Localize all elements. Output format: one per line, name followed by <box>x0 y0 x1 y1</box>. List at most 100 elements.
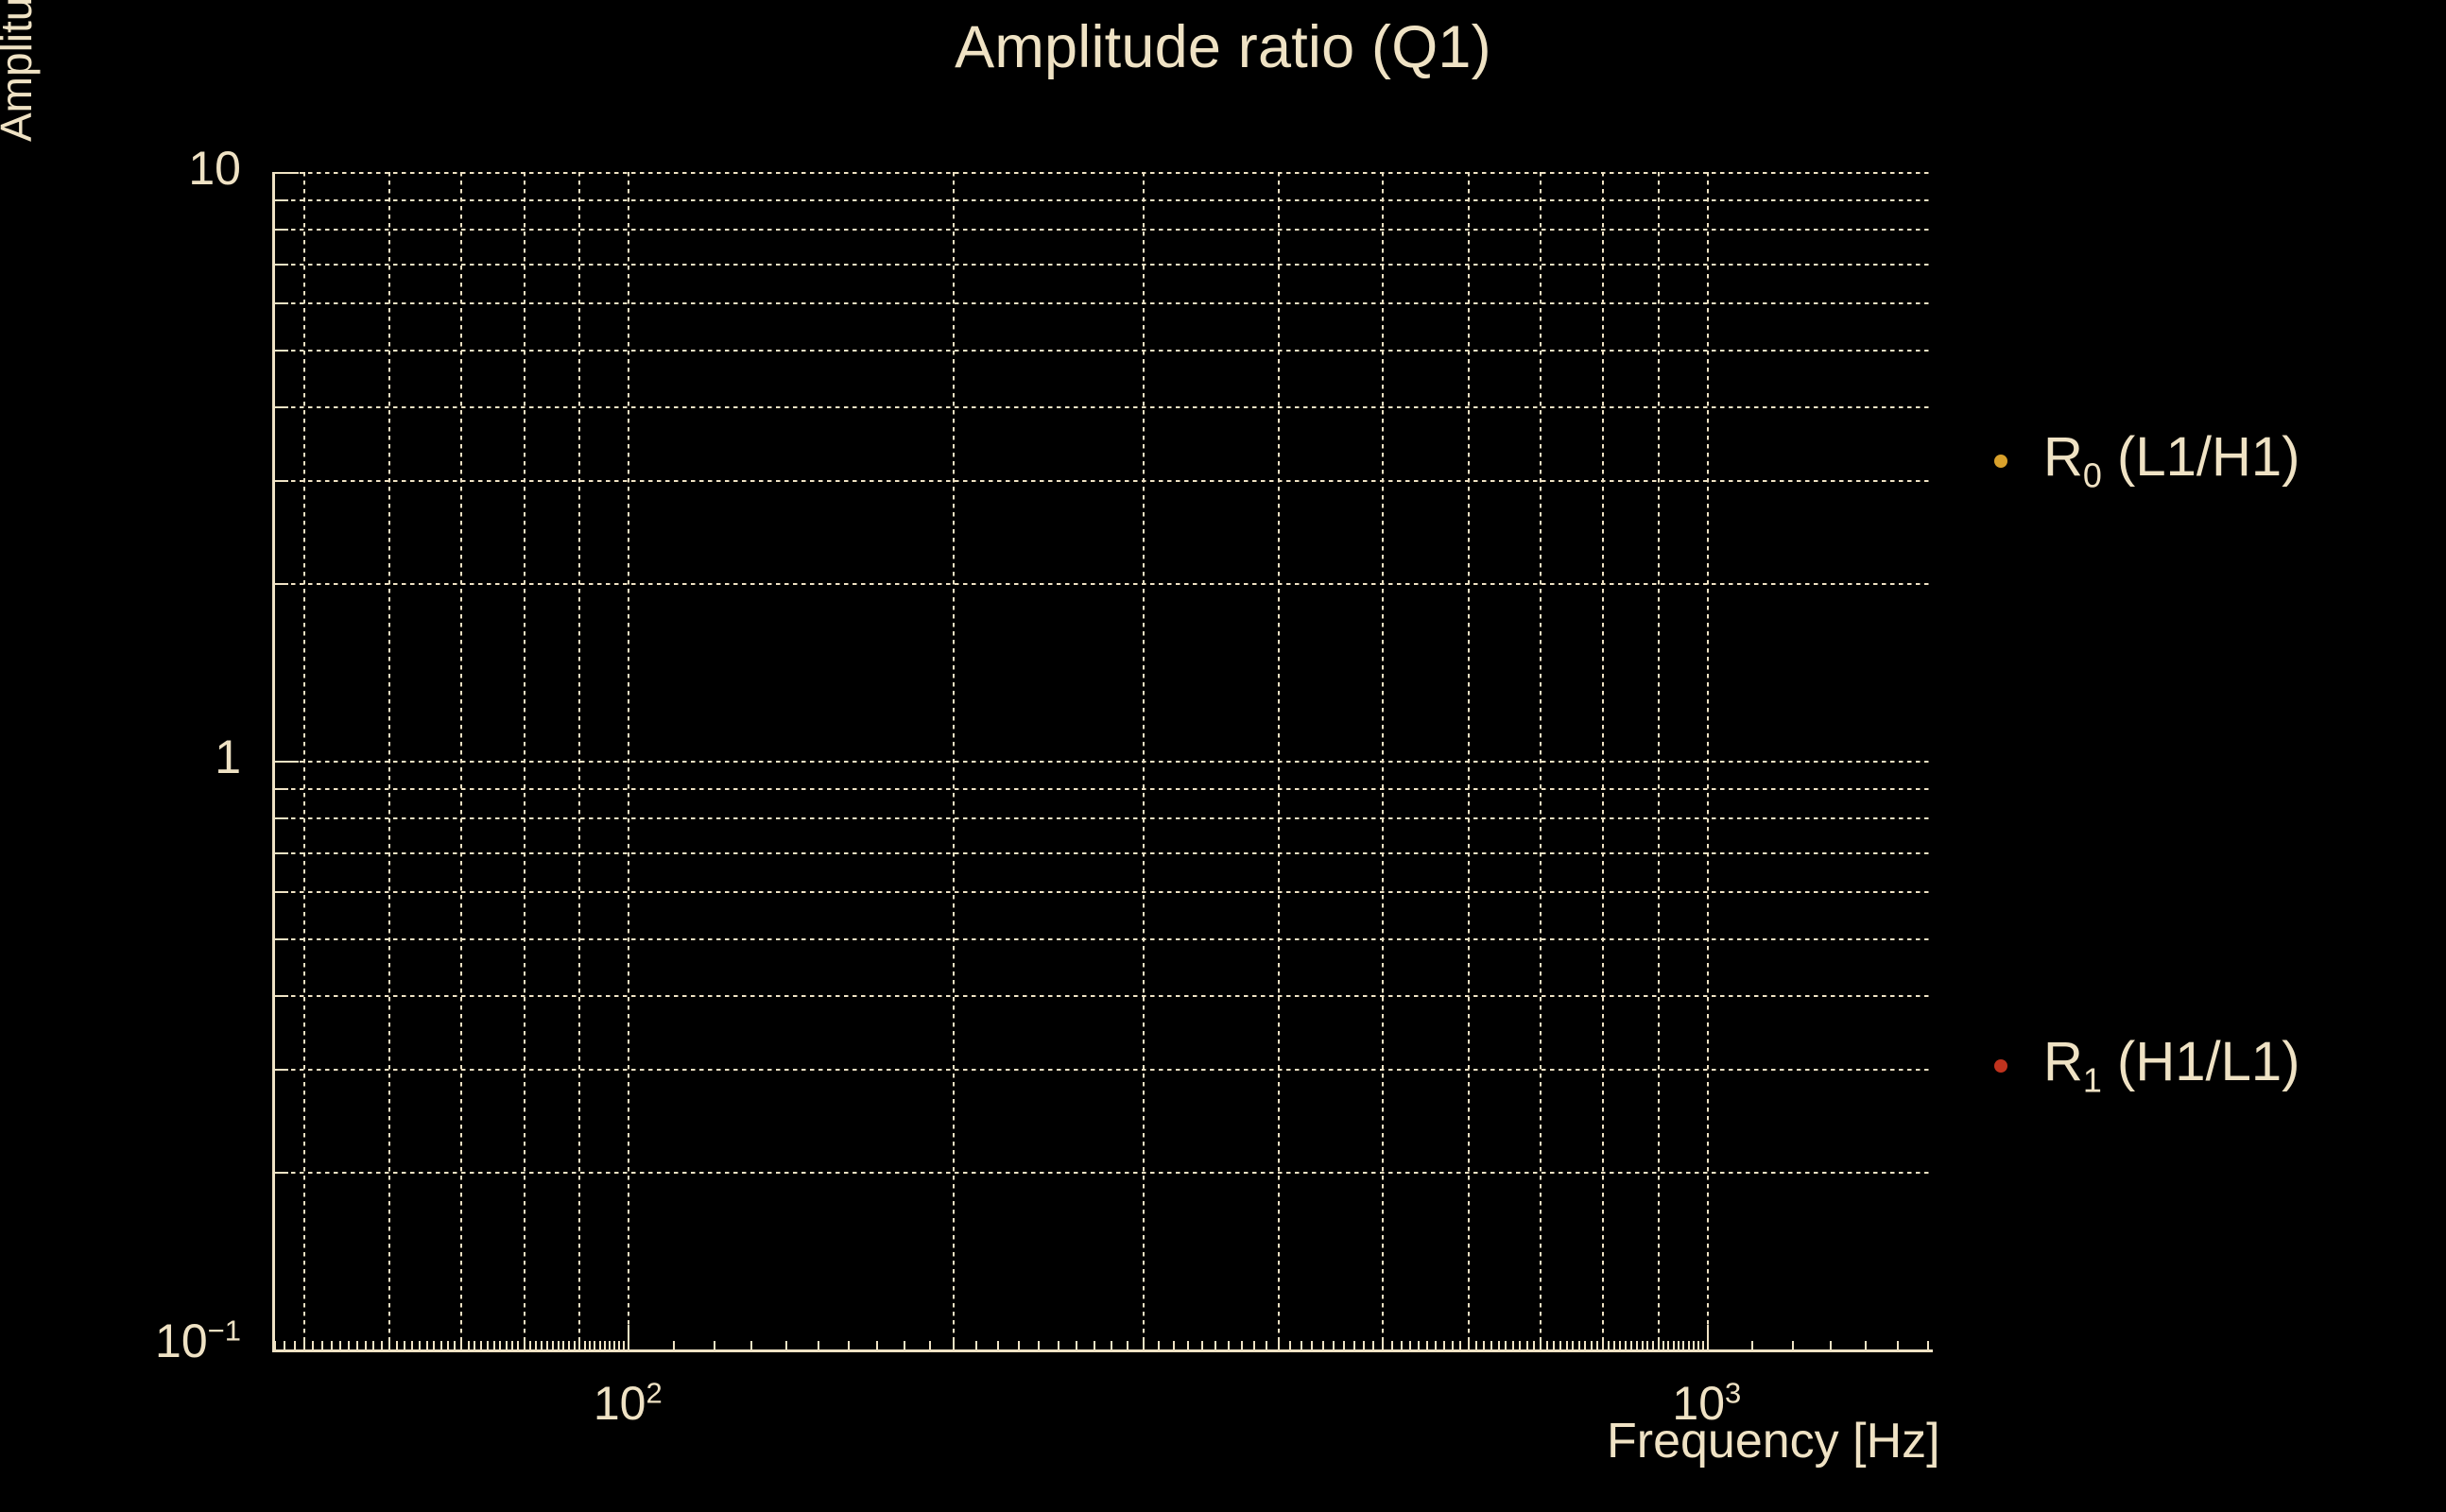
x-subtick <box>609 1341 612 1349</box>
x-subtick <box>274 1341 276 1349</box>
x-tick <box>1382 1337 1385 1349</box>
x-tick <box>1142 1337 1145 1349</box>
x-subtick <box>1565 1341 1568 1349</box>
grid-line-horizontal <box>274 479 1933 482</box>
grid-line-horizontal <box>274 583 1933 586</box>
y-tick <box>274 198 288 201</box>
x-subtick <box>411 1341 414 1349</box>
x-tick <box>302 1337 305 1349</box>
y-tick <box>274 891 288 894</box>
x-subtick <box>447 1341 450 1349</box>
x-subtick <box>364 1341 367 1349</box>
y-tick <box>274 479 288 482</box>
x-subtick <box>1459 1341 1462 1349</box>
x-subtick <box>598 1341 601 1349</box>
x-subtick <box>540 1341 543 1349</box>
x-subtick <box>1342 1341 1345 1349</box>
x-subtick <box>1546 1341 1549 1349</box>
x-subtick <box>613 1341 616 1349</box>
x-subtick <box>848 1341 851 1349</box>
x-subtick <box>439 1341 442 1349</box>
x-subtick <box>1443 1341 1446 1349</box>
x-tick <box>628 1325 630 1349</box>
x-subtick <box>1792 1341 1795 1349</box>
y-tick <box>274 937 288 940</box>
x-subtick <box>1678 1341 1680 1349</box>
x-subtick <box>1490 1341 1492 1349</box>
x-subtick <box>1391 1341 1394 1349</box>
x-subtick <box>372 1341 375 1349</box>
y-tick-label-0p1: 10−1 <box>155 1314 241 1367</box>
x-subtick <box>573 1341 576 1349</box>
x-subtick <box>1525 1341 1528 1349</box>
x-subtick <box>480 1341 483 1349</box>
x-tick-label-1000: 103 <box>1672 1376 1742 1430</box>
x-subtick <box>623 1341 626 1349</box>
x-axis-title: Frequency [Hz] <box>1607 1414 1940 1469</box>
grid-line-horizontal <box>274 405 1933 408</box>
grid-line-horizontal <box>274 817 1933 820</box>
y-tick-label-1: 1 <box>215 730 241 783</box>
y-axis-line <box>272 172 275 1351</box>
y-tick <box>274 1349 299 1351</box>
x-subtick <box>1228 1341 1231 1349</box>
x-subtick <box>1127 1341 1129 1349</box>
x-subtick <box>1076 1341 1077 1349</box>
x-subtick <box>1352 1341 1355 1349</box>
grid-line-horizontal <box>274 761 1933 763</box>
x-subtick <box>1321 1341 1324 1349</box>
x-tick <box>952 1337 955 1349</box>
x-subtick <box>876 1341 879 1349</box>
legend: R0 (L1/H1) R1 (H1/L1) <box>1994 0 2446 1512</box>
x-subtick <box>903 1341 905 1349</box>
x-subtick <box>618 1341 621 1349</box>
x-tick <box>1467 1337 1470 1349</box>
y-tick <box>274 994 288 997</box>
x-tick <box>1657 1337 1660 1349</box>
x-subtick <box>1038 1341 1041 1349</box>
x-subtick <box>1864 1341 1867 1349</box>
x-subtick <box>330 1341 333 1349</box>
x-subtick <box>1093 1341 1095 1349</box>
y-tick <box>274 1172 288 1175</box>
x-subtick <box>1692 1341 1695 1349</box>
grid-line-horizontal <box>274 302 1933 305</box>
y-axis-title: Amplitude ratio <box>0 0 42 142</box>
grid-line-horizontal <box>274 229 1933 232</box>
legend-marker-r0-icon <box>1994 455 2007 469</box>
legend-marker-r1-icon <box>1994 1059 2007 1074</box>
x-subtick <box>1300 1341 1302 1349</box>
x-tick-label-100: 102 <box>593 1376 663 1430</box>
x-subtick <box>534 1341 537 1349</box>
x-tick <box>1540 1337 1542 1349</box>
x-subtick <box>1158 1341 1161 1349</box>
x-tick <box>1706 1325 1709 1349</box>
x-subtick <box>1572 1341 1575 1349</box>
x-subtick <box>1253 1341 1256 1349</box>
x-subtick <box>1672 1341 1675 1349</box>
x-subtick <box>588 1341 591 1349</box>
x-subtick <box>1595 1341 1598 1349</box>
x-subtick <box>1110 1341 1112 1349</box>
x-subtick <box>1636 1341 1639 1349</box>
grid-line-horizontal <box>274 851 1933 854</box>
x-tick <box>460 1337 463 1349</box>
x-subtick <box>551 1341 554 1349</box>
x-subtick <box>474 1341 476 1349</box>
grid-line-horizontal <box>274 1172 1933 1175</box>
x-subtick <box>312 1341 315 1349</box>
chart-title: Amplitude ratio (Q1) <box>955 14 1491 80</box>
x-subtick <box>1926 1341 1929 1349</box>
x-subtick <box>1641 1341 1644 1349</box>
legend-entry-r0[interactable]: R0 (L1/H1) <box>1994 430 2300 493</box>
x-subtick <box>433 1341 436 1349</box>
x-subtick <box>1474 1341 1477 1349</box>
x-subtick <box>545 1341 548 1349</box>
x-subtick <box>1018 1341 1021 1349</box>
x-subtick <box>380 1341 383 1349</box>
x-subtick <box>467 1341 470 1349</box>
x-subtick <box>1435 1341 1438 1349</box>
x-subtick <box>1667 1341 1670 1349</box>
x-subtick <box>425 1341 428 1349</box>
legend-entry-r1[interactable]: R1 (H1/L1) <box>1994 1035 2300 1098</box>
